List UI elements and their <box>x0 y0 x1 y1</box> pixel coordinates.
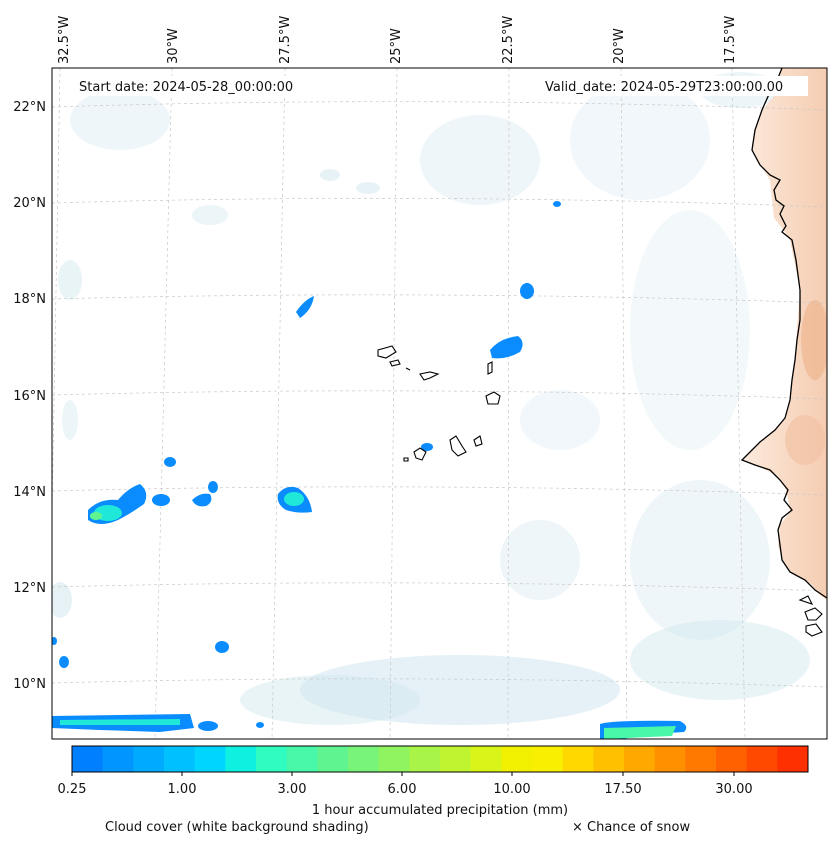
lat-label: 20°N <box>13 196 46 211</box>
colorbar-swatch <box>256 746 288 772</box>
colorbar-outline <box>71 745 809 773</box>
colorbar-swatch <box>624 746 656 772</box>
lon-label: 22.5°W <box>501 16 516 64</box>
map-frame <box>51 67 828 740</box>
snow-chance-note: × Chance of snow <box>572 820 690 835</box>
lat-label: 12°N <box>13 581 46 596</box>
precip-patch <box>198 721 218 731</box>
precip-patch <box>164 457 176 467</box>
colorbar-swatch <box>194 746 226 772</box>
cloud-cover-note: Cloud cover (white background shading) <box>105 820 369 835</box>
precip-patch <box>553 201 561 207</box>
lat-label: 16°N <box>13 389 46 404</box>
colorbar-tick-label: 0.25 <box>58 782 87 797</box>
precip-patch <box>60 719 180 725</box>
colorbar-tick-label: 17.50 <box>604 782 641 797</box>
colorbar-swatch <box>440 746 472 772</box>
colorbar-swatches <box>72 746 809 772</box>
latitude-labels: 22°N 20°N 18°N 16°N 14°N 12°N 10°N <box>13 100 46 692</box>
start-date-box <box>72 76 312 96</box>
lon-label: 27.5°W <box>278 16 293 64</box>
colorbar-swatch <box>225 746 257 772</box>
map-frame-background <box>52 68 827 739</box>
graticule <box>52 68 827 739</box>
colorbar: 0.25 1.00 3.00 6.00 10.00 17.50 30.00 1 … <box>58 745 809 818</box>
coastline <box>740 68 827 599</box>
colorbar-swatch <box>348 746 380 772</box>
precip-patch <box>296 296 314 318</box>
colorbar-swatch <box>532 746 564 772</box>
precip-patch <box>490 336 523 359</box>
colorbar-swatch <box>102 746 134 772</box>
lon-label: 25°W <box>389 28 404 64</box>
colorbar-swatch <box>716 746 748 772</box>
colorbar-swatch <box>685 746 717 772</box>
lat-label: 10°N <box>13 677 46 692</box>
precip-patch <box>284 492 304 506</box>
colorbar-swatch <box>654 746 686 772</box>
cape-verde-islands <box>377 345 501 462</box>
colorbar-swatch <box>133 746 165 772</box>
precipitation-areas <box>52 201 687 739</box>
lat-label: 22°N <box>13 100 46 115</box>
precip-patch <box>152 494 170 506</box>
precip-patch <box>604 726 676 739</box>
precip-patch <box>90 512 102 520</box>
colorbar-tick-label: 3.00 <box>278 782 307 797</box>
colorbar-tick-label: 30.00 <box>715 782 752 797</box>
colorbar-swatch <box>746 746 778 772</box>
colorbar-swatch <box>72 746 104 772</box>
cloud-cover-shading <box>52 72 810 725</box>
colorbar-tick-label: 10.00 <box>493 782 530 797</box>
longitude-labels: 32.5°W 30°W 27.5°W 25°W 22.5°W 20°W 17.5… <box>57 16 738 64</box>
precip-patch <box>520 283 534 299</box>
coastline <box>798 595 823 637</box>
valid-date-box <box>540 76 808 96</box>
precip-patch <box>192 493 212 507</box>
colorbar-swatch <box>317 746 349 772</box>
precip-patch <box>208 481 218 493</box>
lon-label: 30°W <box>166 28 181 64</box>
lat-label: 14°N <box>13 485 46 500</box>
colorbar-label: 1 hour accumulated precipitation (mm) <box>312 803 568 818</box>
precip-patch <box>52 637 57 645</box>
colorbar-swatch <box>286 746 318 772</box>
start-date-label: Start date: 2024-05-28_00:00:00 <box>79 80 293 95</box>
precip-patch <box>215 641 229 653</box>
lon-label: 20°W <box>612 28 627 64</box>
colorbar-swatch <box>562 746 594 772</box>
colorbar-swatch <box>470 746 502 772</box>
valid-date-label: Valid_date: 2024-05-29T23:00:00.00 <box>545 80 783 95</box>
colorbar-swatch <box>164 746 196 772</box>
land-shading <box>742 68 827 600</box>
colorbar-tick-label: 6.00 <box>388 782 417 797</box>
colorbar-swatch <box>501 746 533 772</box>
colorbar-tick-label: 1.00 <box>168 782 197 797</box>
colorbar-swatch <box>409 746 441 772</box>
lat-label: 18°N <box>13 292 46 307</box>
precip-patch <box>421 443 433 451</box>
colorbar-swatch <box>378 746 410 772</box>
precip-patch <box>59 656 69 668</box>
lon-label: 32.5°W <box>57 16 72 64</box>
colorbar-ticks <box>71 772 735 776</box>
precip-patch <box>256 722 264 728</box>
colorbar-swatch <box>593 746 625 772</box>
lon-label: 17.5°W <box>723 16 738 64</box>
colorbar-swatch <box>777 746 809 772</box>
